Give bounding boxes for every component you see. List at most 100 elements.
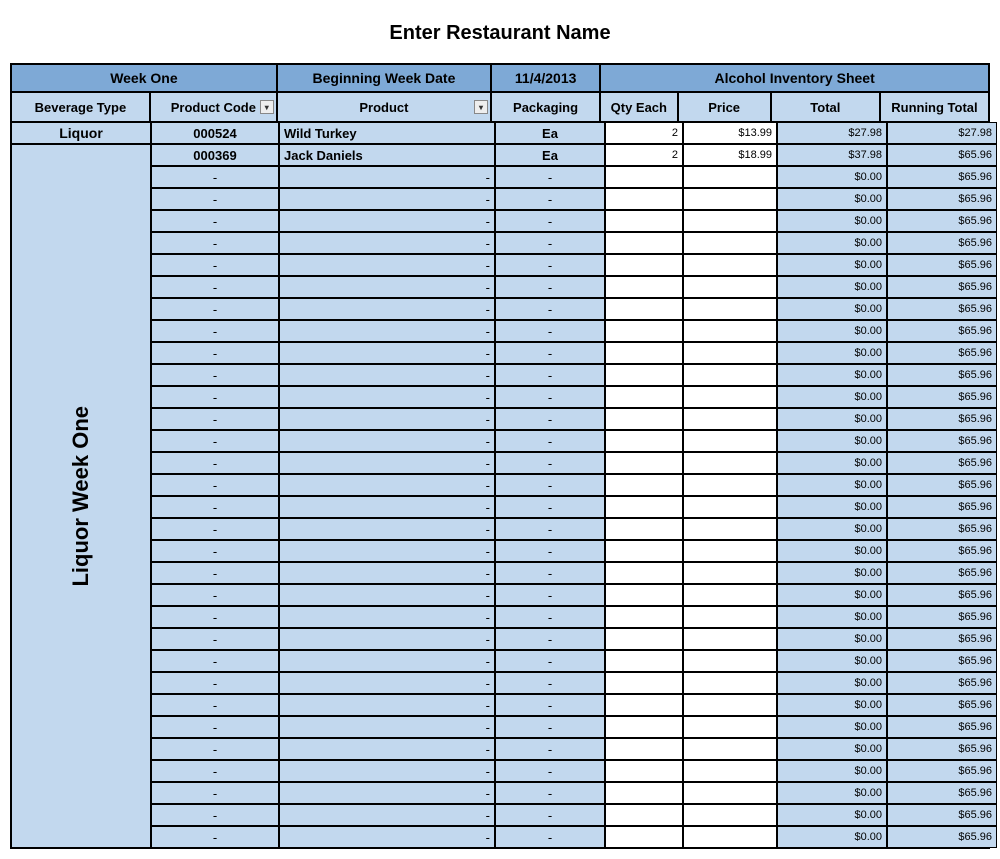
cell-product[interactable]: - bbox=[279, 232, 495, 254]
cell-packaging[interactable]: - bbox=[495, 826, 605, 848]
cell-packaging[interactable]: - bbox=[495, 606, 605, 628]
cell-running-total[interactable]: $65.96 bbox=[887, 760, 997, 782]
cell-product-code[interactable]: - bbox=[151, 716, 279, 738]
cell-total[interactable]: $0.00 bbox=[777, 584, 887, 606]
cell-product-code[interactable]: - bbox=[151, 254, 279, 276]
cell-price[interactable] bbox=[683, 782, 777, 804]
cell-product-code[interactable]: - bbox=[151, 232, 279, 254]
cell-product[interactable]: - bbox=[279, 254, 495, 276]
cell-packaging[interactable]: - bbox=[495, 386, 605, 408]
cell-total[interactable]: $0.00 bbox=[777, 188, 887, 210]
cell-product-code[interactable]: - bbox=[151, 430, 279, 452]
cell-product-code[interactable]: - bbox=[151, 606, 279, 628]
cell-packaging[interactable]: - bbox=[495, 430, 605, 452]
cell-running-total[interactable]: $65.96 bbox=[887, 408, 997, 430]
cell-product-code[interactable]: - bbox=[151, 804, 279, 826]
cell-running-total[interactable]: $65.96 bbox=[887, 738, 997, 760]
cell-price[interactable] bbox=[683, 430, 777, 452]
cell-total[interactable]: $0.00 bbox=[777, 452, 887, 474]
cell-product-code[interactable]: - bbox=[151, 210, 279, 232]
cell-total[interactable]: $0.00 bbox=[777, 672, 887, 694]
cell-qty[interactable] bbox=[605, 826, 683, 848]
cell-packaging[interactable]: - bbox=[495, 760, 605, 782]
cell-qty[interactable] bbox=[605, 166, 683, 188]
cell-qty[interactable]: 2 bbox=[605, 122, 683, 144]
cell-running-total[interactable]: $65.96 bbox=[887, 386, 997, 408]
cell-running-total[interactable]: $65.96 bbox=[887, 276, 997, 298]
cell-total[interactable]: $0.00 bbox=[777, 408, 887, 430]
cell-packaging[interactable]: - bbox=[495, 518, 605, 540]
cell-qty[interactable] bbox=[605, 474, 683, 496]
cell-qty[interactable] bbox=[605, 452, 683, 474]
cell-qty[interactable] bbox=[605, 760, 683, 782]
cell-price[interactable] bbox=[683, 738, 777, 760]
cell-qty[interactable] bbox=[605, 342, 683, 364]
cell-running-total[interactable]: $65.96 bbox=[887, 430, 997, 452]
cell-total[interactable]: $0.00 bbox=[777, 694, 887, 716]
cell-product[interactable]: - bbox=[279, 496, 495, 518]
cell-product-code[interactable]: - bbox=[151, 166, 279, 188]
cell-price[interactable] bbox=[683, 760, 777, 782]
cell-price[interactable] bbox=[683, 650, 777, 672]
cell-total[interactable]: $0.00 bbox=[777, 826, 887, 848]
cell-qty[interactable] bbox=[605, 364, 683, 386]
cell-packaging[interactable]: - bbox=[495, 298, 605, 320]
cell-product-code[interactable]: - bbox=[151, 342, 279, 364]
cell-price[interactable] bbox=[683, 452, 777, 474]
cell-product[interactable]: - bbox=[279, 452, 495, 474]
cell-total[interactable]: $0.00 bbox=[777, 232, 887, 254]
cell-running-total[interactable]: $65.96 bbox=[887, 144, 997, 166]
cell-price[interactable] bbox=[683, 540, 777, 562]
cell-packaging[interactable]: - bbox=[495, 232, 605, 254]
cell-price[interactable] bbox=[683, 716, 777, 738]
cell-running-total[interactable]: $65.96 bbox=[887, 188, 997, 210]
cell-price[interactable] bbox=[683, 188, 777, 210]
cell-price[interactable] bbox=[683, 628, 777, 650]
cell-total[interactable]: $0.00 bbox=[777, 320, 887, 342]
cell-packaging[interactable]: - bbox=[495, 474, 605, 496]
cell-total[interactable]: $0.00 bbox=[777, 628, 887, 650]
cell-qty[interactable] bbox=[605, 320, 683, 342]
cell-total[interactable]: $0.00 bbox=[777, 562, 887, 584]
cell-packaging[interactable]: - bbox=[495, 782, 605, 804]
cell-total[interactable]: $0.00 bbox=[777, 738, 887, 760]
cell-product[interactable]: - bbox=[279, 804, 495, 826]
cell-qty[interactable] bbox=[605, 430, 683, 452]
cell-price[interactable]: $13.99 bbox=[683, 122, 777, 144]
cell-product[interactable]: - bbox=[279, 540, 495, 562]
cell-product-code[interactable]: - bbox=[151, 276, 279, 298]
cell-packaging[interactable]: - bbox=[495, 166, 605, 188]
cell-product-code[interactable]: - bbox=[151, 672, 279, 694]
cell-running-total[interactable]: $65.96 bbox=[887, 628, 997, 650]
cell-price[interactable] bbox=[683, 562, 777, 584]
cell-qty[interactable] bbox=[605, 540, 683, 562]
cell-running-total[interactable]: $27.98 bbox=[887, 122, 997, 144]
cell-total[interactable]: $0.00 bbox=[777, 298, 887, 320]
cell-product-code[interactable]: - bbox=[151, 408, 279, 430]
cell-packaging[interactable]: - bbox=[495, 738, 605, 760]
cell-packaging[interactable]: - bbox=[495, 452, 605, 474]
cell-product[interactable]: - bbox=[279, 584, 495, 606]
cell-product-code[interactable]: - bbox=[151, 782, 279, 804]
cell-packaging[interactable]: - bbox=[495, 694, 605, 716]
cell-product-code[interactable]: 000369 bbox=[151, 144, 279, 166]
cell-qty[interactable] bbox=[605, 386, 683, 408]
cell-product-code[interactable]: - bbox=[151, 694, 279, 716]
cell-total[interactable]: $0.00 bbox=[777, 430, 887, 452]
cell-product-code[interactable]: - bbox=[151, 364, 279, 386]
cell-price[interactable] bbox=[683, 166, 777, 188]
cell-packaging[interactable]: - bbox=[495, 364, 605, 386]
filter-dropdown-icon[interactable]: ▾ bbox=[474, 100, 488, 114]
cell-product[interactable]: - bbox=[279, 342, 495, 364]
cell-price[interactable] bbox=[683, 672, 777, 694]
cell-price[interactable] bbox=[683, 804, 777, 826]
cell-qty[interactable]: 2 bbox=[605, 144, 683, 166]
cell-packaging[interactable]: - bbox=[495, 210, 605, 232]
cell-running-total[interactable]: $65.96 bbox=[887, 232, 997, 254]
cell-price[interactable] bbox=[683, 386, 777, 408]
cell-packaging[interactable]: - bbox=[495, 672, 605, 694]
cell-price[interactable] bbox=[683, 694, 777, 716]
cell-product-code[interactable]: - bbox=[151, 496, 279, 518]
cell-qty[interactable] bbox=[605, 650, 683, 672]
cell-qty[interactable] bbox=[605, 804, 683, 826]
